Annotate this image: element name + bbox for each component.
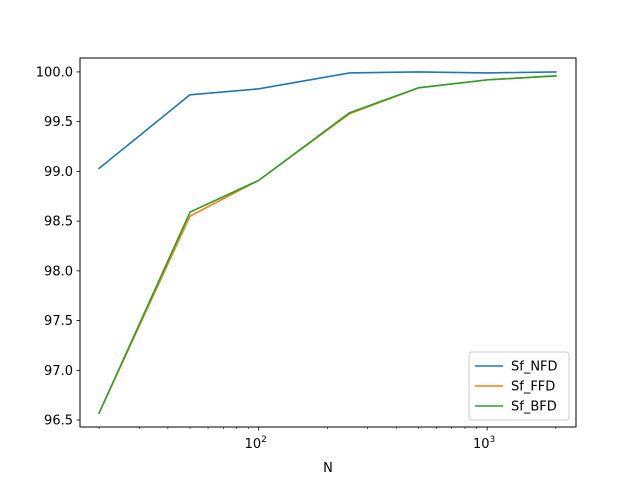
y-tick-label: 99.5	[44, 115, 73, 130]
x-axis-label: N	[323, 461, 333, 476]
y-tick-label: 100.0	[36, 65, 73, 80]
legend-box	[468, 351, 570, 421]
series-line-sf-bfd	[98, 75, 557, 415]
legend-label: Sf_NFD	[511, 360, 558, 375]
series-layer	[97, 71, 557, 415]
y-tick-label: 97.5	[44, 314, 73, 329]
axes-frame	[79, 57, 577, 428]
y-tick-label: 98.5	[44, 215, 73, 230]
y-tick-label: 99.0	[44, 165, 73, 180]
series-line-sf-nfd	[97, 71, 557, 170]
y-tick-label: 98.0	[44, 264, 73, 279]
y-tick-label: 97.0	[44, 364, 73, 379]
y-tick-label: 96.5	[44, 414, 73, 429]
legend: Sf_NFD Sf_FFD Sf_BFD	[468, 351, 570, 421]
legend-label: Sf_BFD	[511, 400, 557, 415]
legend-label: Sf_FFD	[511, 380, 555, 395]
